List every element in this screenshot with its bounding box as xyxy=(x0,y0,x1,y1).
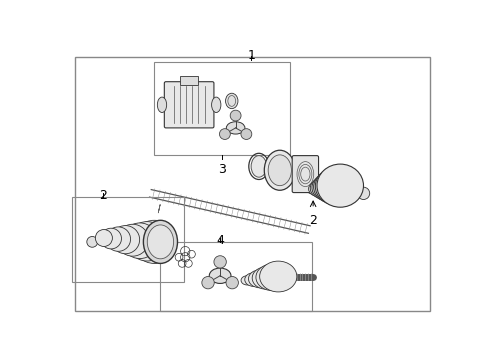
Ellipse shape xyxy=(241,276,253,285)
Text: 3: 3 xyxy=(218,163,225,176)
Ellipse shape xyxy=(226,122,245,134)
Bar xyxy=(154,62,290,155)
Ellipse shape xyxy=(241,129,252,139)
Ellipse shape xyxy=(260,261,297,292)
Ellipse shape xyxy=(357,187,369,199)
Ellipse shape xyxy=(230,110,241,121)
Text: 4: 4 xyxy=(216,234,224,247)
Ellipse shape xyxy=(245,273,262,286)
Bar xyxy=(180,76,198,85)
Ellipse shape xyxy=(226,276,239,289)
Ellipse shape xyxy=(316,167,356,205)
Ellipse shape xyxy=(117,224,148,256)
Ellipse shape xyxy=(220,129,230,139)
Bar xyxy=(160,242,312,311)
Ellipse shape xyxy=(127,222,167,261)
Ellipse shape xyxy=(252,267,279,289)
Ellipse shape xyxy=(256,264,288,291)
Ellipse shape xyxy=(314,171,349,203)
Ellipse shape xyxy=(317,164,364,207)
Ellipse shape xyxy=(100,228,122,249)
FancyBboxPatch shape xyxy=(292,156,318,193)
Ellipse shape xyxy=(212,97,221,112)
Ellipse shape xyxy=(307,185,319,194)
Ellipse shape xyxy=(214,256,226,268)
Ellipse shape xyxy=(248,270,271,288)
Ellipse shape xyxy=(268,155,292,186)
Ellipse shape xyxy=(87,237,98,247)
Ellipse shape xyxy=(209,268,231,283)
Ellipse shape xyxy=(312,175,342,201)
Ellipse shape xyxy=(133,220,176,264)
Ellipse shape xyxy=(309,181,327,196)
Ellipse shape xyxy=(157,97,167,112)
Ellipse shape xyxy=(144,220,177,264)
Bar xyxy=(72,197,184,282)
FancyBboxPatch shape xyxy=(164,82,214,128)
Text: 2: 2 xyxy=(99,189,107,202)
Ellipse shape xyxy=(251,156,267,177)
Text: 2: 2 xyxy=(309,214,317,227)
Ellipse shape xyxy=(147,225,173,259)
Ellipse shape xyxy=(111,226,140,254)
Ellipse shape xyxy=(264,150,295,190)
Ellipse shape xyxy=(96,230,112,247)
Ellipse shape xyxy=(106,227,130,251)
Ellipse shape xyxy=(122,223,158,258)
Ellipse shape xyxy=(202,276,214,289)
Ellipse shape xyxy=(310,178,334,198)
Text: 1: 1 xyxy=(247,49,255,62)
Ellipse shape xyxy=(225,93,238,109)
